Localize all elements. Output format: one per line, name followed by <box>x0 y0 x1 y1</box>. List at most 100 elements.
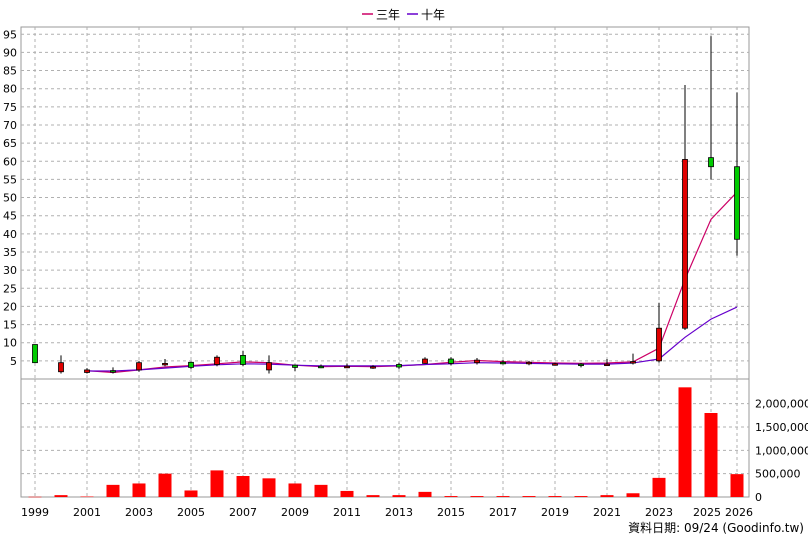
x-tick-label: 2015 <box>437 506 465 519</box>
candle-body <box>578 363 584 367</box>
volume-bar <box>80 496 94 498</box>
volume-bar <box>496 496 510 497</box>
price-tick-label: 5 <box>10 355 17 368</box>
price-tick-label: 65 <box>3 137 17 150</box>
volume-bar <box>262 478 276 497</box>
volume-bars <box>28 387 744 498</box>
price-tick-label: 20 <box>3 300 17 313</box>
x-tick-label: 2001 <box>73 506 101 519</box>
candle-body <box>84 369 90 373</box>
candle-body <box>474 359 480 364</box>
candle-body <box>136 362 142 371</box>
x-tick-label: 2009 <box>281 506 309 519</box>
volume-bar <box>366 495 380 497</box>
x-tick-label: 2005 <box>177 506 205 519</box>
x-tick-label: 2021 <box>593 506 621 519</box>
price-tick-label: 75 <box>3 101 17 114</box>
candle-body <box>32 344 38 364</box>
price-tick-label: 85 <box>3 65 17 78</box>
price-tick-label: 70 <box>3 119 17 132</box>
candle-body <box>500 361 506 365</box>
volume-bar <box>418 491 432 497</box>
volume-bar <box>340 490 354 497</box>
volume-bar <box>132 483 146 497</box>
volume-bar <box>626 493 640 497</box>
price-tick-label: 55 <box>3 173 17 186</box>
price-tick-label: 15 <box>3 319 17 332</box>
volume-bar <box>236 476 250 497</box>
candle-body <box>604 363 610 367</box>
x-tick-label: 2013 <box>385 506 413 519</box>
volume-tick-label: 0 <box>755 491 762 504</box>
price-tick-label: 25 <box>3 282 17 295</box>
volume-bar <box>314 484 328 497</box>
candle-body <box>266 362 272 371</box>
volume-bar <box>444 496 458 497</box>
volume-bar <box>184 490 198 497</box>
volume-tick-label: 2,000,000 <box>755 398 808 411</box>
x-tick-label: 2023 <box>645 506 673 519</box>
x-tick-label: 2026 <box>725 506 753 519</box>
x-tick-label: 1999 <box>21 506 49 519</box>
price-tick-label: 40 <box>3 228 17 241</box>
ma-line-十年 <box>87 306 738 372</box>
candle-body <box>370 366 376 369</box>
x-tick-label: 2019 <box>541 506 569 519</box>
price-tick-label: 10 <box>3 337 17 350</box>
price-tick-label: 60 <box>3 155 17 168</box>
volume-bar <box>522 496 536 497</box>
candle-body <box>630 361 636 364</box>
x-tick-label: 2011 <box>333 506 361 519</box>
volume-bar <box>158 473 172 497</box>
volume-bar <box>730 474 744 497</box>
candle-body <box>734 166 740 240</box>
moving-average-lines <box>86 191 738 374</box>
candle-body <box>396 364 402 368</box>
volume-tick-label: 1,500,000 <box>755 421 808 434</box>
volume-bar <box>704 413 718 497</box>
volume-bar <box>652 477 666 497</box>
footer-source: 資料日期: 09/24 (Goodinfo.tw) <box>628 521 804 535</box>
price-tick-label: 90 <box>3 46 17 59</box>
candle-body <box>318 365 324 369</box>
volume-bar <box>678 387 692 497</box>
price-tick-label: 35 <box>3 246 17 259</box>
volume-bar <box>288 483 302 497</box>
x-tick-label: 2017 <box>489 506 517 519</box>
candle-body <box>58 362 64 373</box>
volume-plot-area <box>20 378 750 498</box>
price-tick-label: 95 <box>3 28 17 41</box>
price-tick-label: 80 <box>3 83 17 96</box>
volume-tick-label: 500,000 <box>755 468 801 481</box>
price-tick-label: 45 <box>3 210 17 223</box>
volume-grid <box>21 379 749 497</box>
x-axis: 1999 2001 2003 2005 2007 2009 2011 2013 2015 2017… <box>21 506 753 519</box>
candle-body <box>344 365 350 369</box>
volume-y-axis: 0 500,000 1,000,000 1,500,000 2,000,000 <box>755 398 808 504</box>
candle-body <box>708 157 714 168</box>
candle-body <box>448 358 454 364</box>
volume-bar <box>574 496 588 497</box>
legend-label: 三年 <box>376 8 400 22</box>
candle-body <box>422 358 428 364</box>
volume-bar <box>28 496 42 498</box>
candle-body <box>292 364 298 368</box>
legend: 三年 十年 <box>362 8 445 22</box>
candle-body <box>552 363 558 366</box>
volume-bar <box>106 484 120 497</box>
price-plot-area <box>20 26 750 380</box>
volume-bar <box>210 470 224 497</box>
x-tick-label: 2003 <box>125 506 153 519</box>
volume-bar <box>600 495 614 497</box>
price-panel: 5 10 15 20 25 30 35 40 45 50 55 60 65 70 75 80 85 90 95 <box>3 26 750 380</box>
candle-body <box>188 361 194 368</box>
candle-body <box>682 159 688 329</box>
candle-body <box>110 370 116 373</box>
volume-bar <box>548 496 562 497</box>
candle-body <box>240 355 246 365</box>
volume-bar <box>54 495 68 497</box>
candle-body <box>162 362 168 366</box>
legend-label: 十年 <box>421 8 445 22</box>
volume-bar <box>470 496 484 497</box>
